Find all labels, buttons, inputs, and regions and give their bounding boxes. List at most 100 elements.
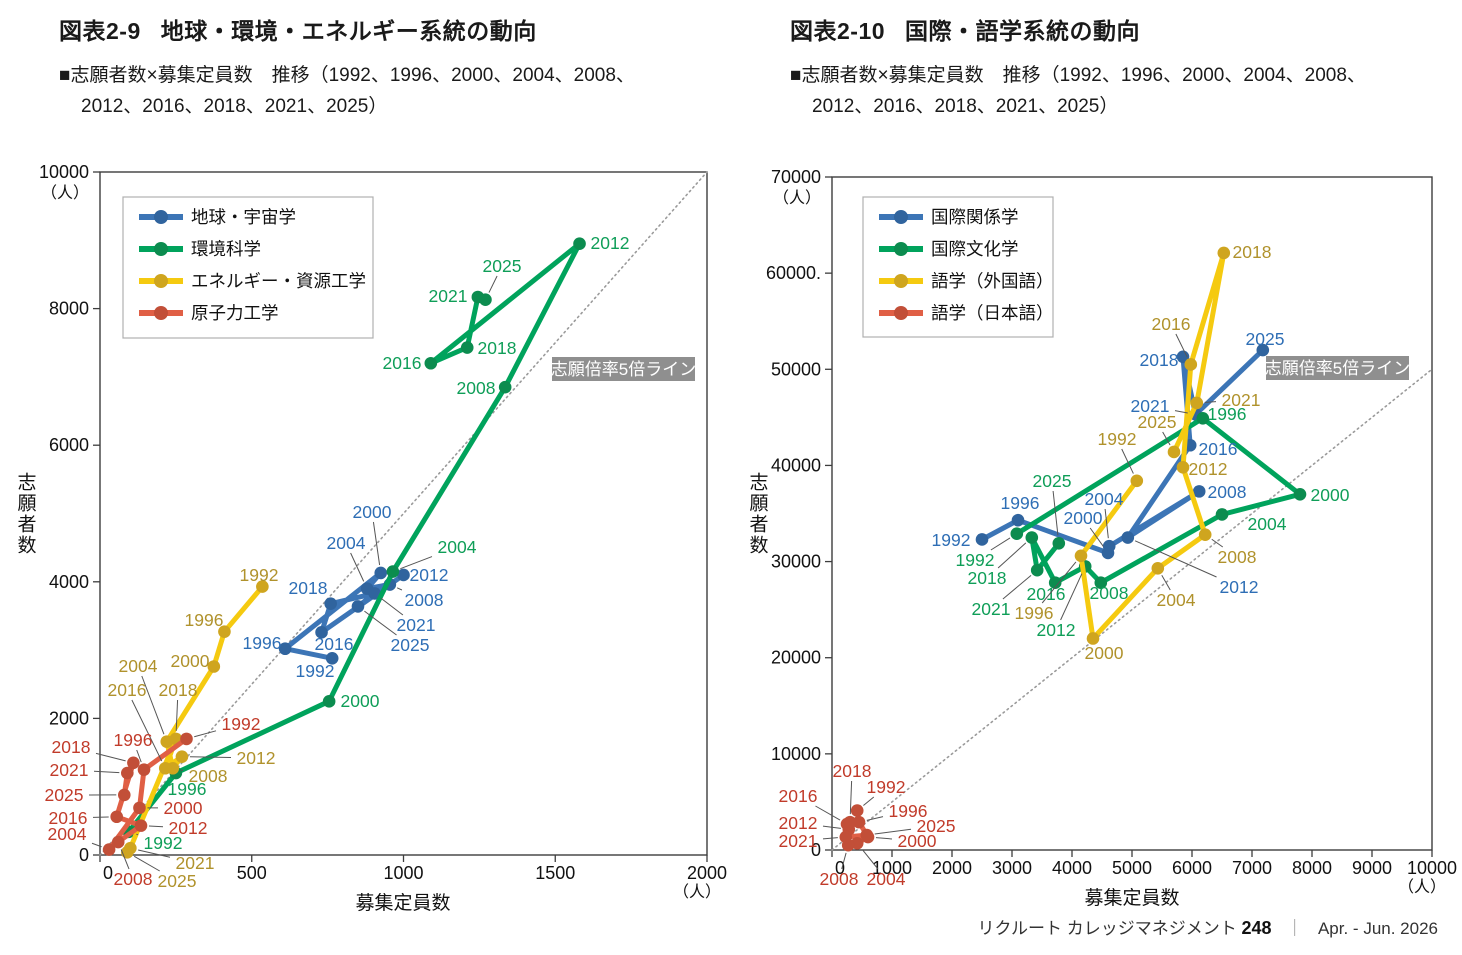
label-leader-0-2004	[350, 552, 365, 582]
legend-swatch-dot-2	[154, 274, 168, 288]
label-leader-3-2012	[148, 825, 164, 828]
data-point-2-2012	[175, 750, 189, 763]
year-label-3-2012: 2012	[779, 813, 818, 833]
year-label-0-2008: 2008	[1208, 482, 1247, 502]
year-label-3-2012: 2012	[169, 818, 208, 838]
x-tick-label: 7000	[1232, 858, 1272, 878]
data-point-0-2025	[1256, 343, 1270, 357]
year-label-2-1996: 1996	[185, 610, 224, 630]
year-label-0-2000: 2000	[353, 502, 392, 522]
y-tick-label: 0	[811, 840, 821, 860]
label-leader-0-2008	[396, 587, 403, 591]
label-leader-2-2016	[131, 699, 163, 762]
y-tick-label: 70000	[771, 167, 821, 187]
year-label-1-2016: 2016	[1027, 584, 1066, 604]
data-point-3-1996	[852, 815, 866, 829]
year-label-1-2008: 2008	[457, 378, 496, 398]
legend-swatch-dot-3	[894, 306, 908, 320]
legend-swatch-dot-1	[894, 242, 908, 256]
year-label-2-2012: 2012	[237, 748, 276, 768]
year-label-2-2000: 2000	[1085, 643, 1124, 663]
label-leader-3-1992	[863, 796, 875, 806]
data-point-1-2004	[386, 565, 400, 578]
legend-swatch-dot-2	[894, 274, 908, 288]
data-point-0-2021	[368, 587, 381, 600]
year-label-0-2008: 2008	[405, 590, 444, 610]
year-label-1-2021: 2021	[972, 599, 1011, 619]
x-axis-title: 募集定員数	[355, 892, 450, 914]
data-point-2-1996	[218, 625, 231, 638]
label-leader-3-2016	[815, 805, 841, 821]
label-leader-0-2025	[364, 610, 397, 636]
data-point-0-2004	[1102, 539, 1116, 553]
y-tick-label: 4000	[49, 572, 89, 592]
x-tick-label: 4000	[1052, 858, 1092, 878]
y-tick-label: 40000	[771, 455, 821, 475]
label-leader-3-2004	[861, 849, 879, 870]
year-label-2-2008: 2008	[189, 766, 228, 786]
data-point-2-1992	[256, 580, 269, 593]
year-label-3-1992: 1992	[867, 777, 906, 797]
data-point-1-1992	[1010, 527, 1024, 540]
label-leader-3-1992	[194, 730, 217, 738]
year-label-3-1996: 1996	[889, 801, 928, 821]
data-point-1-2012	[573, 237, 586, 251]
legend-label-1: 国際文化学	[931, 239, 1019, 259]
data-point-0-1992	[975, 533, 989, 546]
year-label-3-2016: 2016	[779, 786, 818, 806]
year-label-3-2008: 2008	[820, 869, 859, 889]
year-label-1-1992: 1992	[144, 833, 183, 853]
year-label-3-2018: 2018	[52, 737, 91, 757]
figure-2-9-subtitle: ■志願者数×募集定員数 推移（1992、1996、2000、2004、2008、…	[59, 60, 719, 122]
legend-label-1: 環境科学	[191, 239, 261, 259]
data-point-3-1992	[180, 732, 193, 746]
figure-plot-1: 0 1000 2000 3000 4000 5000 6000 7000 8000 9000 100…	[749, 167, 1457, 909]
x-tick-label: 3000	[992, 858, 1032, 878]
figure-2-9-title-text: 地球・環境・エネルギー系統の動向	[160, 18, 537, 44]
data-point-1-1996	[1196, 412, 1210, 425]
x-tick-label: 1000	[383, 863, 423, 883]
data-point-0-2016	[315, 626, 328, 639]
label-leader-3-2021	[93, 770, 120, 774]
year-label-1-1996: 1996	[1208, 404, 1247, 424]
page-footer: リクルート カレッジマネジメント 248 ｜ Apr. - Jun. 2026	[978, 914, 1439, 939]
footer-separator: ｜	[1286, 919, 1304, 938]
data-point-2-2012	[1176, 461, 1190, 474]
year-label-0-1992: 1992	[296, 661, 335, 681]
x-axis-title: 募集定員数	[1084, 887, 1179, 909]
x-tick-label: 9000	[1352, 858, 1392, 878]
figure-2-10-subtitle-line2: 2012、2016、2018、2021、2025）	[812, 96, 1119, 117]
data-point-3-2021	[839, 830, 853, 844]
x-tick-label: 500	[237, 863, 267, 883]
year-label-0-2016: 2016	[315, 634, 354, 654]
y-tick-label: 60000.	[766, 263, 821, 283]
year-label-3-2000: 2000	[164, 798, 203, 818]
year-label-0-2021: 2021	[397, 615, 436, 635]
y-tick-label: 10000	[771, 744, 821, 764]
data-point-3-1996	[137, 763, 151, 776]
year-label-2-2004: 2004	[119, 656, 158, 676]
data-point-2-2016	[1184, 358, 1198, 371]
data-point-0-2018	[324, 597, 337, 610]
year-label-2-2004: 2004	[1157, 590, 1196, 610]
data-point-3-2012	[134, 819, 148, 832]
legend-label-2: エネルギー・資源工学	[191, 271, 366, 291]
legend-label-3: 原子力工学	[191, 303, 279, 323]
data-point-2-2025	[121, 845, 134, 859]
figure-2-9-header: 図表2-9 地球・環境・エネルギー系統の動向 ■志願者数×募集定員数 推移（199…	[59, 12, 719, 122]
year-label-1-2021: 2021	[429, 286, 468, 306]
year-label-0-2025: 2025	[391, 635, 430, 655]
label-leader-0-2021	[380, 597, 404, 616]
year-label-0-2000: 2000	[1064, 508, 1103, 528]
data-point-0-2000	[374, 566, 388, 580]
legend-label-0: 地球・宇宙学	[191, 207, 296, 227]
y-tick-label: 10000	[39, 162, 89, 182]
year-label-3-1996: 1996	[114, 730, 153, 750]
label-leader-3-2008	[120, 849, 130, 870]
label-leader-1-2025	[488, 275, 498, 293]
label-leader-3-2018	[95, 752, 126, 762]
year-label-0-2012: 2012	[410, 565, 449, 585]
year-label-2-2008: 2008	[1218, 547, 1257, 567]
year-label-3-2008: 2008	[114, 869, 153, 889]
legend-label-2: 語学（外国語）	[931, 271, 1054, 291]
